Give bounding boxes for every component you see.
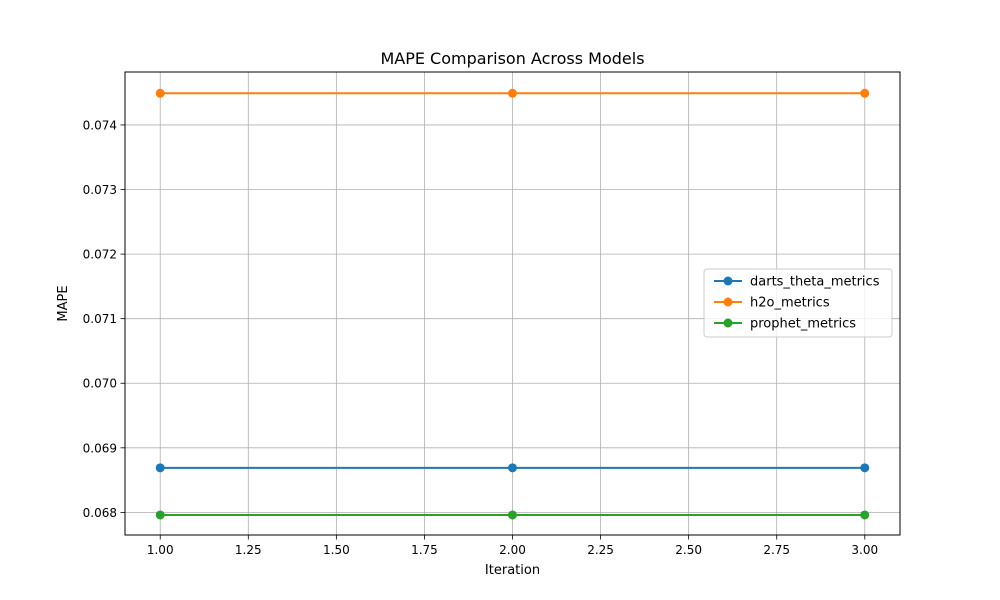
legend-label-h2o_metrics: h2o_metrics — [750, 296, 830, 311]
x-tick-label: 2.00 — [499, 543, 526, 557]
legend-label-darts_theta_metrics: darts_theta_metrics — [750, 275, 880, 290]
data-point-darts_theta_metrics — [155, 463, 165, 473]
legend-marker-h2o_metrics — [723, 297, 733, 307]
chart-title: MAPE Comparison Across Models — [380, 49, 644, 68]
legend-label-prophet_metrics: prophet_metrics — [750, 317, 856, 332]
x-tick-label: 1.25 — [235, 543, 262, 557]
series-layer — [155, 88, 870, 520]
y-tick-label: 0.068 — [83, 506, 117, 520]
data-point-prophet_metrics — [155, 510, 165, 520]
y-tick-label: 0.071 — [83, 312, 117, 326]
x-tick-label: 2.75 — [763, 543, 790, 557]
data-point-h2o_metrics — [860, 88, 870, 98]
data-point-darts_theta_metrics — [508, 463, 517, 473]
x-tick-label: 3.00 — [851, 543, 878, 557]
x-tick-label: 1.00 — [147, 543, 174, 557]
legend: darts_theta_metrics h2o_metrics prophet_me… — [703, 268, 893, 338]
legend-marker-darts_theta_metrics — [723, 276, 733, 286]
data-point-prophet_metrics — [508, 510, 517, 520]
legend-marker-prophet_metrics — [723, 318, 733, 328]
x-axis-label: Iteration — [485, 563, 540, 578]
axis-ticks: 1.00 1.25 1.50 1.75 2.00 2.25 2.50 2.75 3.00 0.06… — [83, 118, 878, 557]
y-tick-label: 0.074 — [83, 118, 117, 132]
y-tick-label: 0.070 — [83, 377, 117, 391]
y-axis-label: MAPE — [56, 285, 71, 321]
legend-box — [703, 268, 893, 338]
y-tick-label: 0.073 — [83, 183, 117, 197]
y-tick-label: 0.072 — [83, 248, 117, 262]
data-point-h2o_metrics — [508, 88, 517, 98]
x-tick-label: 1.50 — [323, 543, 350, 557]
x-tick-label: 2.50 — [675, 543, 702, 557]
data-point-darts_theta_metrics — [860, 463, 870, 473]
y-tick-label: 0.069 — [83, 441, 117, 455]
data-point-h2o_metrics — [155, 88, 165, 98]
x-tick-label: 1.75 — [411, 543, 438, 557]
data-point-prophet_metrics — [860, 510, 870, 520]
x-tick-label: 2.25 — [587, 543, 614, 557]
